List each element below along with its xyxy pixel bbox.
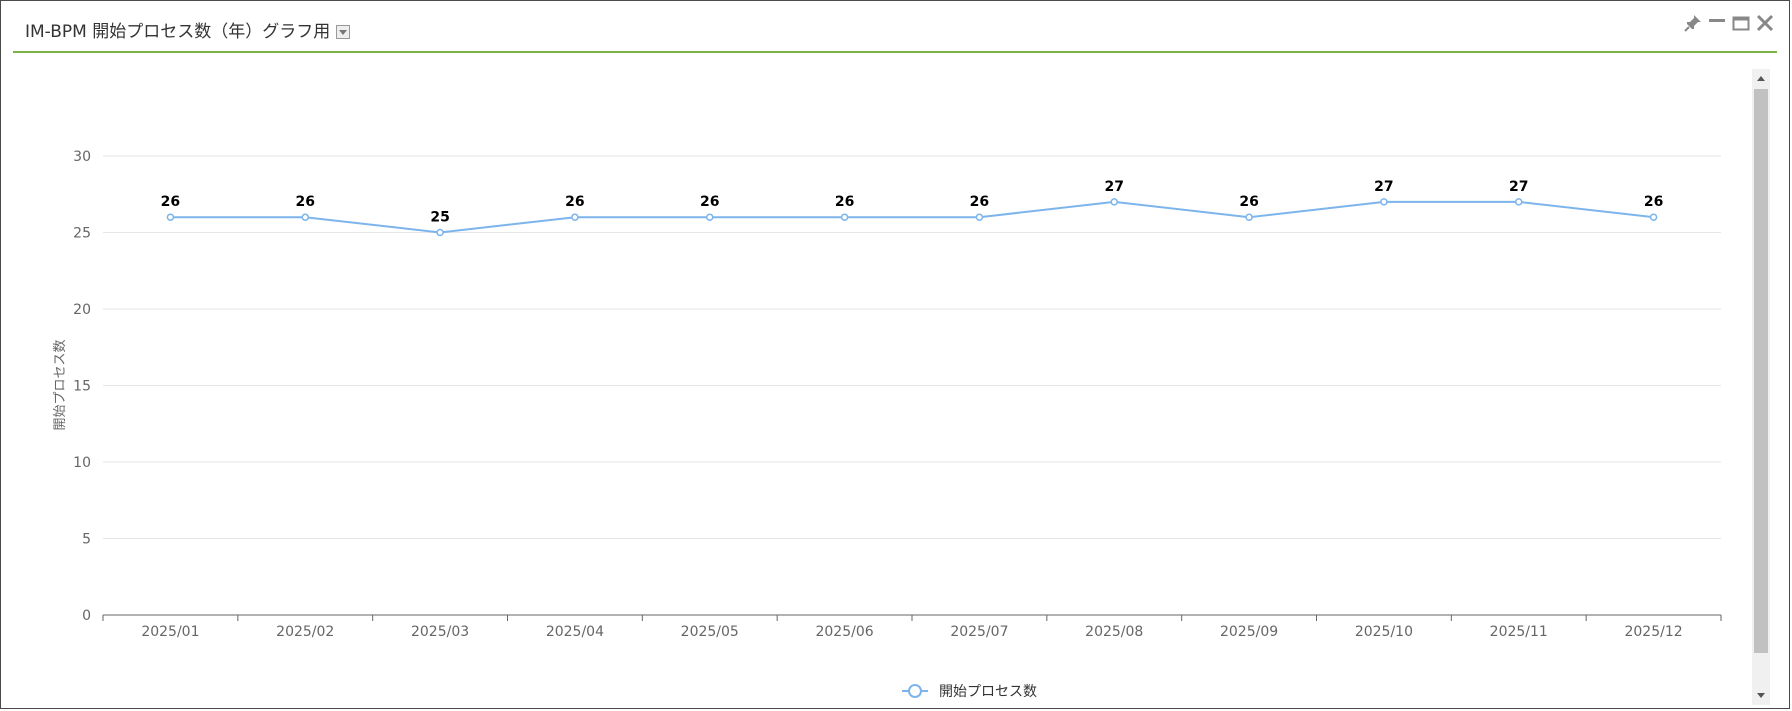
- data-point[interactable]: [975, 213, 984, 221]
- y-tick-label: 5: [82, 532, 91, 548]
- scroll-thumb[interactable]: [1754, 89, 1768, 653]
- y-axis-label: 開始プロセス数: [53, 339, 68, 430]
- grid-lines: [103, 155, 1721, 539]
- x-tick-label: 2025/02: [276, 624, 334, 640]
- portlet-title: IM-BPM 開始プロセス数（年）グラフ用: [25, 17, 351, 42]
- chevron-down-icon[interactable]: [336, 25, 351, 39]
- y-tick-label: 10: [73, 455, 91, 471]
- data-label: 25: [430, 210, 449, 226]
- data-point[interactable]: [706, 213, 714, 221]
- series-layer: 26 26 25 26 26 26 26 27 26 27 27 26: [161, 179, 1663, 237]
- y-tick-label: 15: [73, 379, 91, 395]
- data-point[interactable]: [1380, 198, 1388, 206]
- x-tick-label: 2025/08: [1085, 624, 1143, 640]
- legend[interactable]: 開始プロセス数: [902, 684, 1037, 700]
- x-tick-label: 2025/04: [546, 624, 604, 640]
- y-tick-label: 20: [73, 302, 91, 318]
- data-label: 27: [1374, 179, 1393, 195]
- x-tick-label: 2025/06: [815, 624, 873, 640]
- data-point[interactable]: [1515, 198, 1523, 206]
- data-point[interactable]: [1245, 213, 1253, 221]
- axes: 0 5 10 15 20 25 30 2025/01 2025/02 2025/03 2025/04…: [73, 149, 1722, 640]
- data-point[interactable]: [571, 213, 579, 221]
- maximize-icon[interactable]: [1731, 13, 1751, 33]
- vertical-scrollbar[interactable]: [1752, 69, 1770, 705]
- close-icon[interactable]: [1755, 13, 1775, 33]
- data-label: 26: [565, 194, 584, 210]
- x-tick-label: 2025/05: [681, 624, 739, 640]
- data-label: 26: [835, 194, 854, 210]
- y-tick-label: 30: [73, 149, 91, 165]
- legend-marker: [908, 684, 922, 698]
- y-tick-label: 0: [82, 608, 91, 624]
- x-tick-label: 2025/07: [950, 624, 1008, 640]
- data-label: 26: [161, 194, 180, 210]
- x-tick-label: 2025/01: [141, 624, 199, 640]
- minimize-icon[interactable]: [1707, 13, 1727, 33]
- data-label: 26: [970, 194, 989, 210]
- data-label: 26: [700, 194, 719, 210]
- line-chart: 0 5 10 15 20 25 30 2025/01 2025/02 2025/03 2025/04…: [53, 149, 1722, 700]
- x-tick-label: 2025/12: [1624, 624, 1682, 640]
- data-point[interactable]: [436, 228, 444, 237]
- data-point[interactable]: [301, 213, 309, 221]
- portlet-header: IM-BPM 開始プロセス数（年）グラフ用: [13, 1, 1777, 53]
- series-line: [170, 200, 1654, 234]
- data-label: 27: [1509, 179, 1528, 195]
- legend-item-label: 開始プロセス数: [939, 684, 1037, 700]
- data-point[interactable]: [166, 213, 175, 221]
- data-point[interactable]: [1110, 198, 1118, 206]
- x-tick-label: 2025/03: [411, 624, 469, 640]
- data-label: 27: [1105, 179, 1124, 195]
- x-tick-label: 2025/11: [1490, 624, 1548, 640]
- scroll-down-icon[interactable]: [1757, 693, 1765, 698]
- data-point[interactable]: [1649, 213, 1658, 221]
- data-label: 26: [1644, 194, 1663, 210]
- pin-icon[interactable]: [1683, 13, 1703, 33]
- x-tick-label: 2025/10: [1355, 624, 1413, 640]
- y-tick-label: 25: [73, 226, 91, 242]
- data-label: 26: [1239, 194, 1258, 210]
- data-label: 26: [296, 194, 315, 210]
- portlet-title-text: IM-BPM 開始プロセス数（年）グラフ用: [25, 22, 331, 42]
- x-tick-label: 2025/09: [1220, 624, 1278, 640]
- data-point[interactable]: [840, 213, 849, 221]
- scroll-up-icon[interactable]: [1757, 76, 1765, 81]
